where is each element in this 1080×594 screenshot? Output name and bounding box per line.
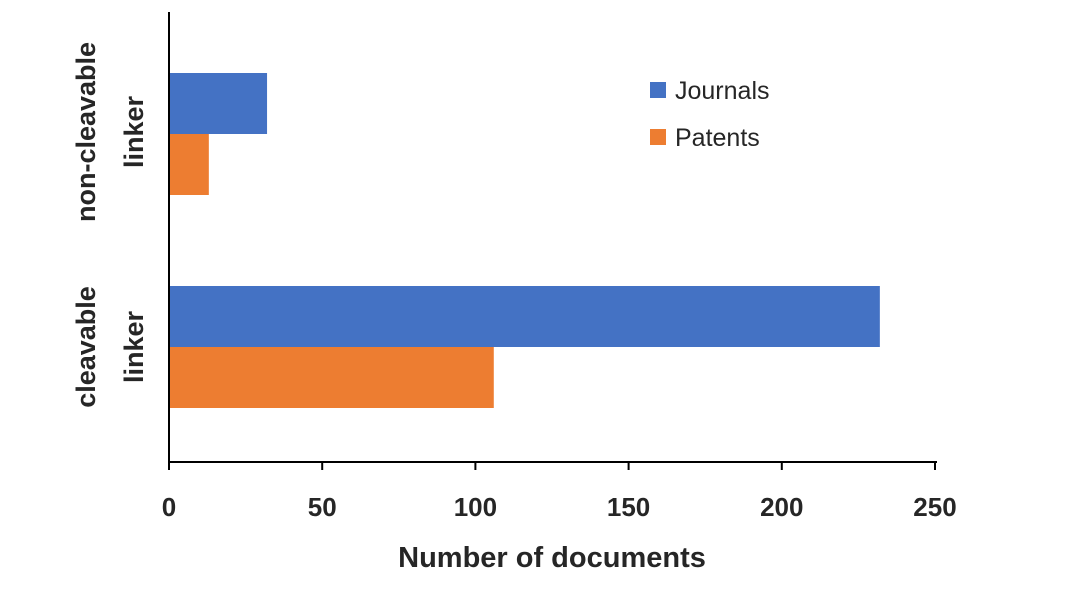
legend-swatch-patents	[650, 129, 666, 145]
bar-patents-0	[169, 134, 209, 195]
x-tick-label: 0	[162, 492, 176, 522]
x-axis-title: Number of documents	[398, 542, 706, 574]
legend-label-journals: Journals	[675, 77, 770, 105]
legend: Journals Patents	[650, 77, 770, 152]
bar-journals-1	[169, 286, 880, 347]
legend-swatch-journals	[650, 82, 666, 98]
bar-journals-0	[169, 73, 268, 134]
category-label-1: cleavable linker	[71, 286, 149, 408]
bars-layer	[169, 73, 880, 408]
x-tick-label: 100	[454, 492, 497, 522]
category-label-0: non-cleavable linker	[71, 42, 149, 222]
category-labels: non-cleavable linker cleavable linker	[71, 42, 149, 408]
x-axis-ticks: 0 50 100 150 200 250	[162, 462, 957, 522]
x-tick-label: 250	[913, 492, 956, 522]
x-tick-label: 150	[607, 492, 650, 522]
legend-label-patents: Patents	[675, 124, 760, 152]
x-tick-label: 50	[308, 492, 337, 522]
bar-patents-1	[169, 347, 494, 408]
x-tick-label: 200	[760, 492, 803, 522]
